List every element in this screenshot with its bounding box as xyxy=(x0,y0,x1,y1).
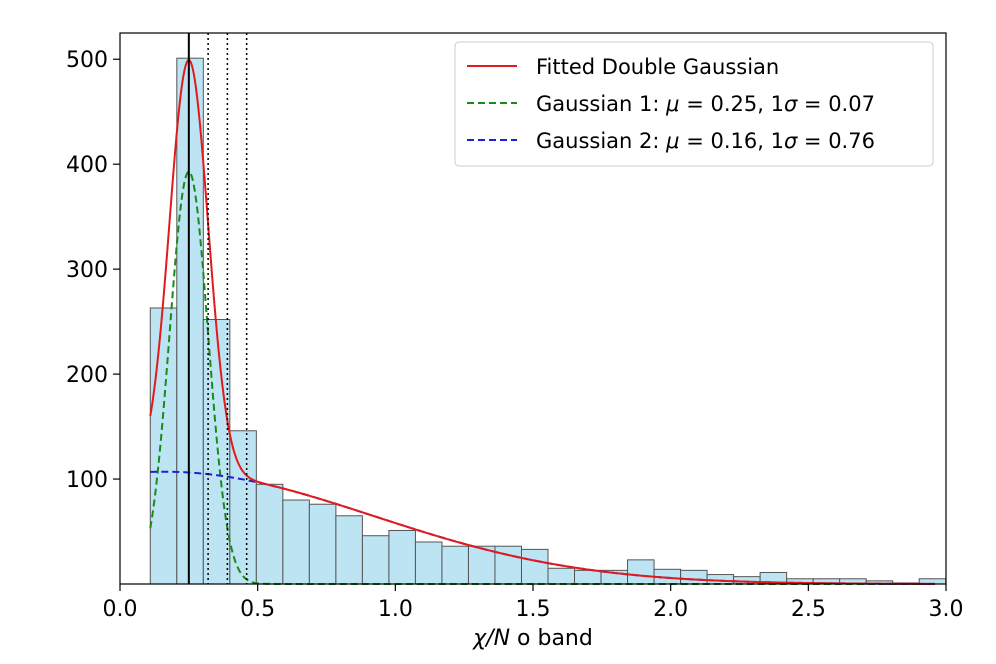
x-tick-label: 1.0 xyxy=(378,597,413,622)
x-tick-label: 0.0 xyxy=(103,597,138,622)
legend-label-3: Gaussian 2: μ = 0.16, 1σ = 0.76 xyxy=(536,129,875,153)
y-axis-ticks: 100 200 300 400 500 xyxy=(66,48,120,493)
x-axis-label: χ/N o band xyxy=(472,626,593,651)
histogram-bar xyxy=(520,548,549,585)
x-tick-label: 1.5 xyxy=(516,597,551,622)
x-tick-label: 0.5 xyxy=(240,597,275,622)
y-tick-label: 200 xyxy=(66,363,108,388)
histogram-bar xyxy=(282,499,310,585)
histogram-bar xyxy=(627,559,655,585)
histogram-bar xyxy=(335,515,363,585)
x-tick-label: 2.5 xyxy=(791,597,826,622)
histogram-bar xyxy=(149,307,178,585)
y-tick-label: 100 xyxy=(66,468,108,493)
histogram-bar xyxy=(680,569,708,585)
y-tick-label: 400 xyxy=(66,153,108,178)
histogram-bar xyxy=(547,567,576,585)
legend-box xyxy=(454,41,934,167)
double-gaussian-fit-curve xyxy=(149,59,935,585)
histogram-bar xyxy=(388,529,416,585)
histogram-bar xyxy=(414,541,443,585)
legend-label-2: Gaussian 1: μ = 0.25, 1σ = 0.07 xyxy=(536,92,875,116)
legend: Fitted Double Gaussian Gaussian 1: μ = 0.… xyxy=(454,41,934,167)
histogram-bar xyxy=(255,483,284,585)
x-axis-ticks: 0.0 0.5 1.0 1.5 2.0 2.5 3.0 xyxy=(103,584,964,622)
histogram-bar xyxy=(176,57,204,585)
histogram-bar xyxy=(441,545,469,585)
x-tick-label: 3.0 xyxy=(929,597,964,622)
legend-label-1: Fitted Double Gaussian xyxy=(536,55,779,79)
histogram-bar xyxy=(202,319,231,585)
vertical-markers xyxy=(187,33,248,584)
histogram-bar xyxy=(308,503,337,585)
x-tick-label: 2.0 xyxy=(653,597,688,622)
histogram-bar xyxy=(574,569,602,585)
histogram-bar xyxy=(361,535,390,585)
y-tick-label: 500 xyxy=(66,48,108,73)
histogram-bar xyxy=(706,574,735,585)
y-tick-label: 300 xyxy=(66,258,108,283)
